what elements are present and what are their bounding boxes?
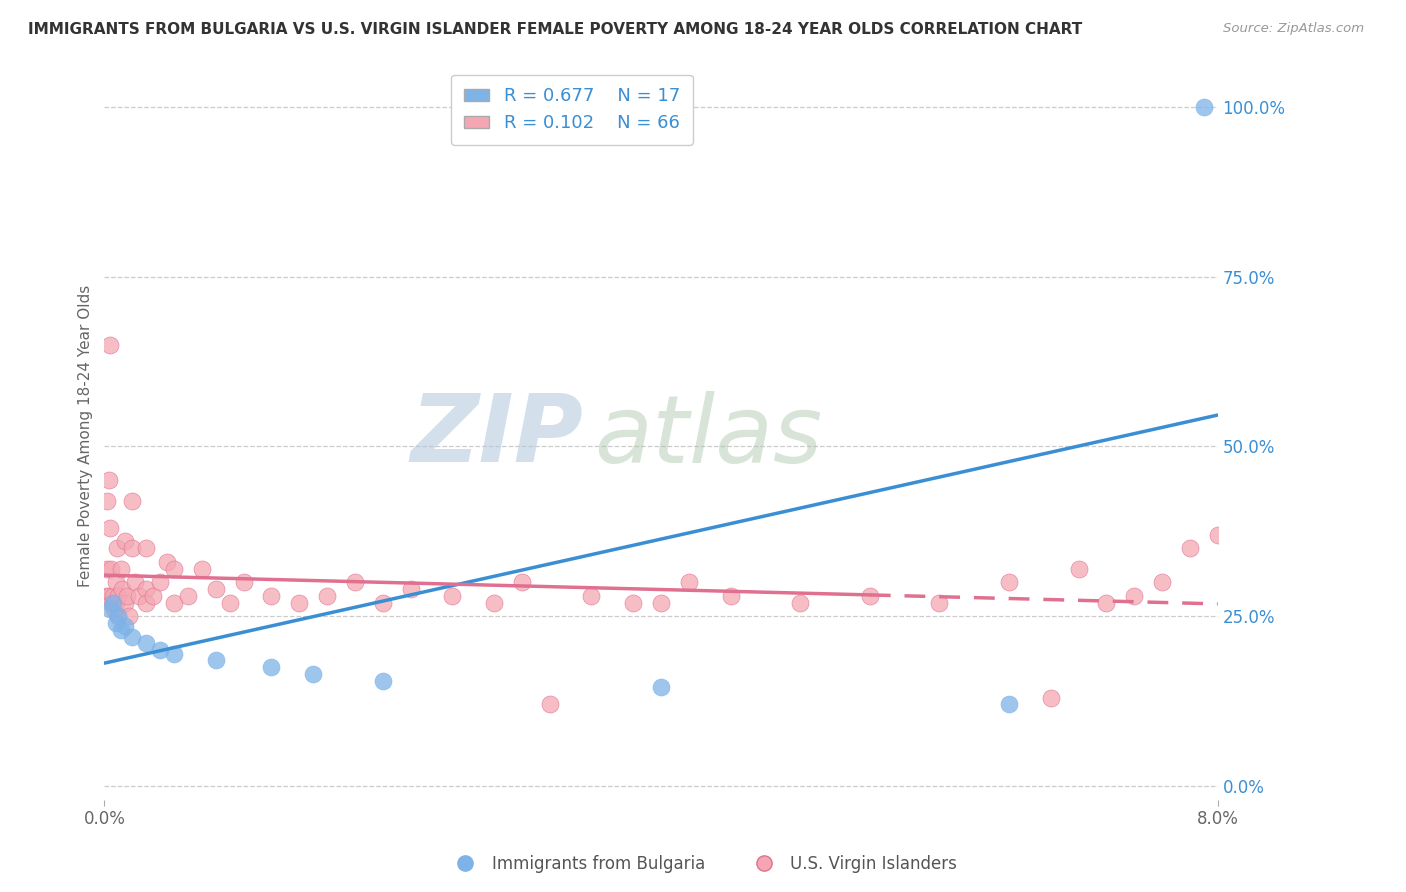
Point xyxy=(121,541,143,556)
Point xyxy=(399,582,422,596)
Point xyxy=(97,589,120,603)
Point xyxy=(104,575,127,590)
Point xyxy=(105,541,128,556)
Point xyxy=(114,534,136,549)
Text: IMMIGRANTS FROM BULGARIA VS U.S. VIRGIN ISLANDER FEMALE POVERTY AMONG 18-24 YEAR: IMMIGRANTS FROM BULGARIA VS U.S. VIRGIN … xyxy=(28,22,1083,37)
Point xyxy=(149,575,172,590)
Point xyxy=(371,673,394,688)
Point xyxy=(107,609,129,624)
Point xyxy=(142,589,165,603)
Point xyxy=(97,474,120,488)
Point xyxy=(104,596,127,610)
Point xyxy=(720,589,742,603)
Point xyxy=(260,660,283,674)
Point xyxy=(260,589,283,603)
Point xyxy=(135,636,157,650)
Point xyxy=(1192,100,1215,114)
Point xyxy=(232,575,254,590)
Point xyxy=(191,562,214,576)
Point xyxy=(115,589,138,603)
Point xyxy=(111,582,134,596)
Legend: R = 0.677    N = 17, R = 0.102    N = 66: R = 0.677 N = 17, R = 0.102 N = 66 xyxy=(451,75,693,145)
Point xyxy=(177,589,200,603)
Point xyxy=(288,596,311,610)
Point xyxy=(482,596,505,610)
Point xyxy=(101,596,124,610)
Point xyxy=(100,562,122,576)
Point xyxy=(1095,596,1118,610)
Point xyxy=(343,575,366,590)
Point xyxy=(163,562,186,576)
Point xyxy=(789,596,811,610)
Point xyxy=(110,623,132,637)
Point xyxy=(98,602,121,616)
Point xyxy=(928,596,950,610)
Point xyxy=(538,698,561,712)
Point xyxy=(650,681,672,695)
Point xyxy=(859,589,882,603)
Point xyxy=(302,667,325,681)
Point xyxy=(101,589,124,603)
Point xyxy=(1206,527,1229,541)
Point xyxy=(371,596,394,610)
Point xyxy=(94,589,117,603)
Point xyxy=(204,582,226,596)
Point xyxy=(1123,589,1146,603)
Point xyxy=(149,643,172,657)
Point xyxy=(441,589,464,603)
Point xyxy=(998,575,1021,590)
Point xyxy=(156,555,179,569)
Point xyxy=(96,493,118,508)
Point xyxy=(98,521,121,535)
Point xyxy=(621,596,644,610)
Point xyxy=(110,562,132,576)
Point xyxy=(316,589,339,603)
Point xyxy=(96,562,118,576)
Point xyxy=(114,619,136,633)
Point xyxy=(118,609,141,624)
Point xyxy=(121,630,143,644)
Point xyxy=(101,596,124,610)
Text: atlas: atlas xyxy=(595,391,823,482)
Point xyxy=(114,596,136,610)
Point xyxy=(218,596,240,610)
Point xyxy=(1067,562,1090,576)
Point xyxy=(1039,690,1062,705)
Y-axis label: Female Poverty Among 18-24 Year Olds: Female Poverty Among 18-24 Year Olds xyxy=(79,285,93,587)
Point xyxy=(163,596,186,610)
Point xyxy=(204,653,226,667)
Point xyxy=(135,596,157,610)
Point xyxy=(998,698,1021,712)
Point xyxy=(103,602,125,616)
Point xyxy=(163,647,186,661)
Legend: Immigrants from Bulgaria, U.S. Virgin Islanders: Immigrants from Bulgaria, U.S. Virgin Is… xyxy=(441,848,965,880)
Point xyxy=(1178,541,1201,556)
Point xyxy=(135,582,157,596)
Point xyxy=(650,596,672,610)
Point xyxy=(98,337,121,351)
Point xyxy=(121,493,143,508)
Point xyxy=(1150,575,1173,590)
Point xyxy=(678,575,700,590)
Point xyxy=(104,615,127,630)
Point xyxy=(135,541,157,556)
Point xyxy=(124,575,146,590)
Point xyxy=(510,575,533,590)
Point xyxy=(100,596,122,610)
Point xyxy=(581,589,603,603)
Point xyxy=(107,589,129,603)
Point xyxy=(107,609,129,624)
Text: Source: ZipAtlas.com: Source: ZipAtlas.com xyxy=(1223,22,1364,36)
Point xyxy=(128,589,150,603)
Text: ZIP: ZIP xyxy=(411,391,583,483)
